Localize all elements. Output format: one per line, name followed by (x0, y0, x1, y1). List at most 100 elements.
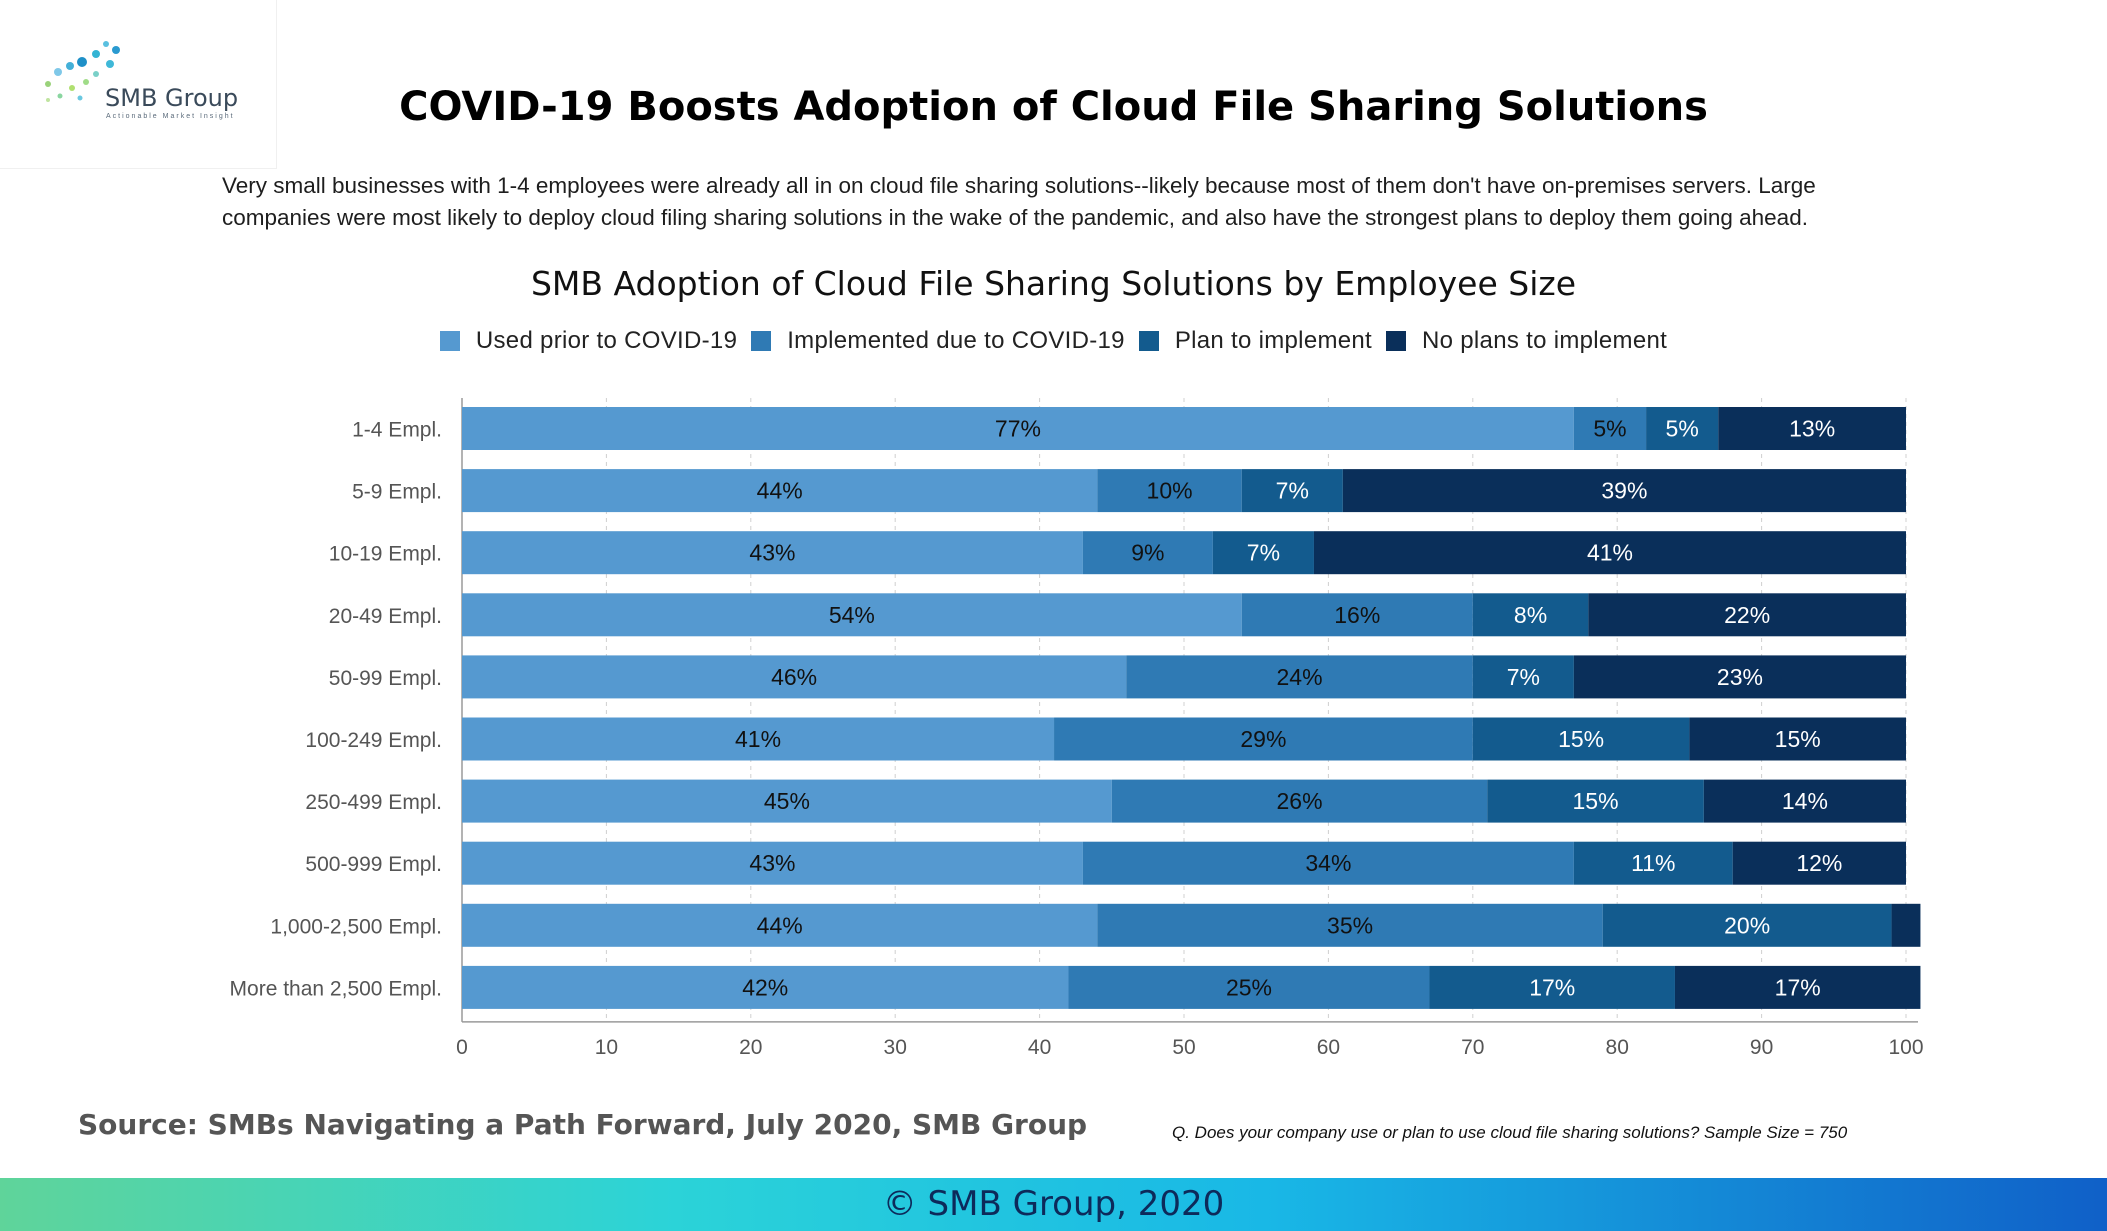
data-label: 15% (1775, 726, 1821, 752)
bar-segment (462, 779, 1112, 823)
bar-segment (1212, 531, 1314, 575)
data-label: 41% (735, 726, 781, 752)
data-label: 77% (995, 416, 1041, 442)
data-label: 54% (829, 602, 875, 628)
bar-segment (462, 593, 1242, 637)
bar-segment (462, 717, 1055, 761)
data-label: 26% (1276, 788, 1322, 814)
bar-segment (1472, 717, 1690, 761)
x-tick-label: 50 (1172, 1036, 1195, 1059)
data-label: 7% (1507, 664, 1540, 690)
x-tick-label: 10 (595, 1036, 618, 1059)
category-label: 500-999 Empl. (305, 853, 442, 876)
data-label: 16% (1334, 602, 1380, 628)
logo-tagline: Actionable Market Insight (106, 113, 235, 120)
data-label: 17% (1529, 974, 1575, 1000)
data-label: 45% (764, 788, 810, 814)
bar-segment (1082, 531, 1213, 575)
stacked-bar-chart: 0 10 20 30 40 50 60 70 80 90 100 1-4 Empl. 77% 5% 5% 13… (230, 398, 1924, 1059)
x-tick-label: 20 (739, 1036, 762, 1059)
data-label: 44% (757, 912, 803, 938)
data-label: 41% (1587, 540, 1633, 566)
bar-segment (1097, 469, 1242, 513)
bar-segment (1732, 841, 1906, 885)
legend-label: Plan to implement (1174, 327, 1373, 354)
data-label: 39% (1601, 478, 1647, 504)
data-label: 20% (1724, 912, 1770, 938)
data-label: 22% (1724, 602, 1770, 628)
category-label: 20-49 Empl. (329, 605, 442, 628)
data-label: 24% (1276, 664, 1322, 690)
x-tick-label: 40 (1028, 1036, 1051, 1059)
data-label: 11% (1631, 850, 1675, 876)
logo-dots-icon (45, 41, 120, 102)
legend-label: Used prior to COVID-19 (475, 327, 738, 354)
bar-segment (1342, 469, 1906, 513)
chart-legend: Used prior to COVID-19 Implemented due to… (0, 327, 2107, 355)
bar-segment (1241, 593, 1473, 637)
data-label: 13% (1789, 416, 1835, 442)
category-label: More than 2,500 Empl. (230, 977, 442, 1000)
bar-segment (1126, 655, 1473, 699)
data-label: 46% (771, 664, 817, 690)
bar-segment (1573, 655, 1906, 699)
source-note: Source: SMBs Navigating a Path Forward, … (78, 1108, 1088, 1141)
legend-item: No plans to implement (1386, 327, 1667, 355)
legend-swatch (751, 331, 772, 351)
bar-segment (1891, 903, 1921, 947)
x-tick-label: 0 (456, 1036, 468, 1059)
data-label: 9% (1131, 540, 1164, 566)
legend-swatch (1138, 331, 1159, 351)
x-tick-label: 60 (1317, 1036, 1340, 1059)
data-label: 8% (1514, 602, 1547, 628)
data-label: 43% (749, 850, 795, 876)
bar-segment (1241, 469, 1343, 513)
bar-segment (462, 903, 1098, 947)
category-label: 250-499 Empl. (305, 791, 442, 814)
data-label: 23% (1717, 664, 1763, 690)
category-label: 1,000-2,500 Empl. (270, 915, 442, 938)
bar-segment (462, 469, 1098, 513)
bar-segment (462, 531, 1083, 575)
data-label: 14% (1782, 788, 1828, 814)
data-label: 15% (1573, 788, 1619, 814)
bar-segment (1487, 779, 1704, 823)
bar-segment (1082, 841, 1574, 885)
data-label: 29% (1240, 726, 1286, 752)
bar-segment (1573, 407, 1647, 450)
category-label: 10-19 Empl. (329, 543, 442, 566)
bar-segment (1313, 531, 1906, 575)
bar-segment (1703, 779, 1906, 823)
subtitle-line-2: companies were most likely to deploy clo… (222, 205, 1808, 230)
chart-title: SMB Adoption of Cloud File Sharing Solut… (530, 264, 1576, 303)
data-label: 7% (1247, 540, 1280, 566)
data-label: 42% (742, 974, 788, 1000)
legend-item: Implemented due to COVID-19 (751, 327, 1125, 355)
bar-segment (1472, 593, 1589, 637)
bar-segment (462, 965, 1069, 1009)
bar-segment (1429, 965, 1675, 1009)
logo-name: SMB Group (105, 84, 239, 112)
category-label: 5-9 Empl. (352, 481, 442, 504)
data-label: 15% (1558, 726, 1604, 752)
page-subtitle: Very small businesses with 1-4 employees… (222, 170, 1942, 234)
data-label: 44% (757, 478, 803, 504)
data-label: 35% (1327, 912, 1373, 938)
page-title: COVID-19 Boosts Adoption of Cloud File S… (399, 84, 1708, 130)
category-label: 1-4 Empl. (352, 419, 442, 442)
x-tick-label: 100 (1888, 1036, 1923, 1059)
survey-question-note: Q. Does your company use or plan to use … (1172, 1123, 1848, 1142)
bar-segment (1111, 779, 1488, 823)
legend-swatch (1386, 331, 1407, 351)
bar-segment (1054, 717, 1473, 761)
data-label: 7% (1276, 478, 1309, 504)
legend-label: No plans to implement (1422, 327, 1668, 354)
data-label: 17% (1775, 974, 1821, 1000)
x-tick-label: 80 (1606, 1036, 1629, 1059)
bar-segment (1689, 717, 1906, 761)
bar-segment (1718, 407, 1906, 450)
data-label: 25% (1226, 974, 1272, 1000)
data-label: 12% (1796, 850, 1842, 876)
data-label: 5% (1593, 416, 1626, 442)
bar-segment (1068, 965, 1430, 1009)
